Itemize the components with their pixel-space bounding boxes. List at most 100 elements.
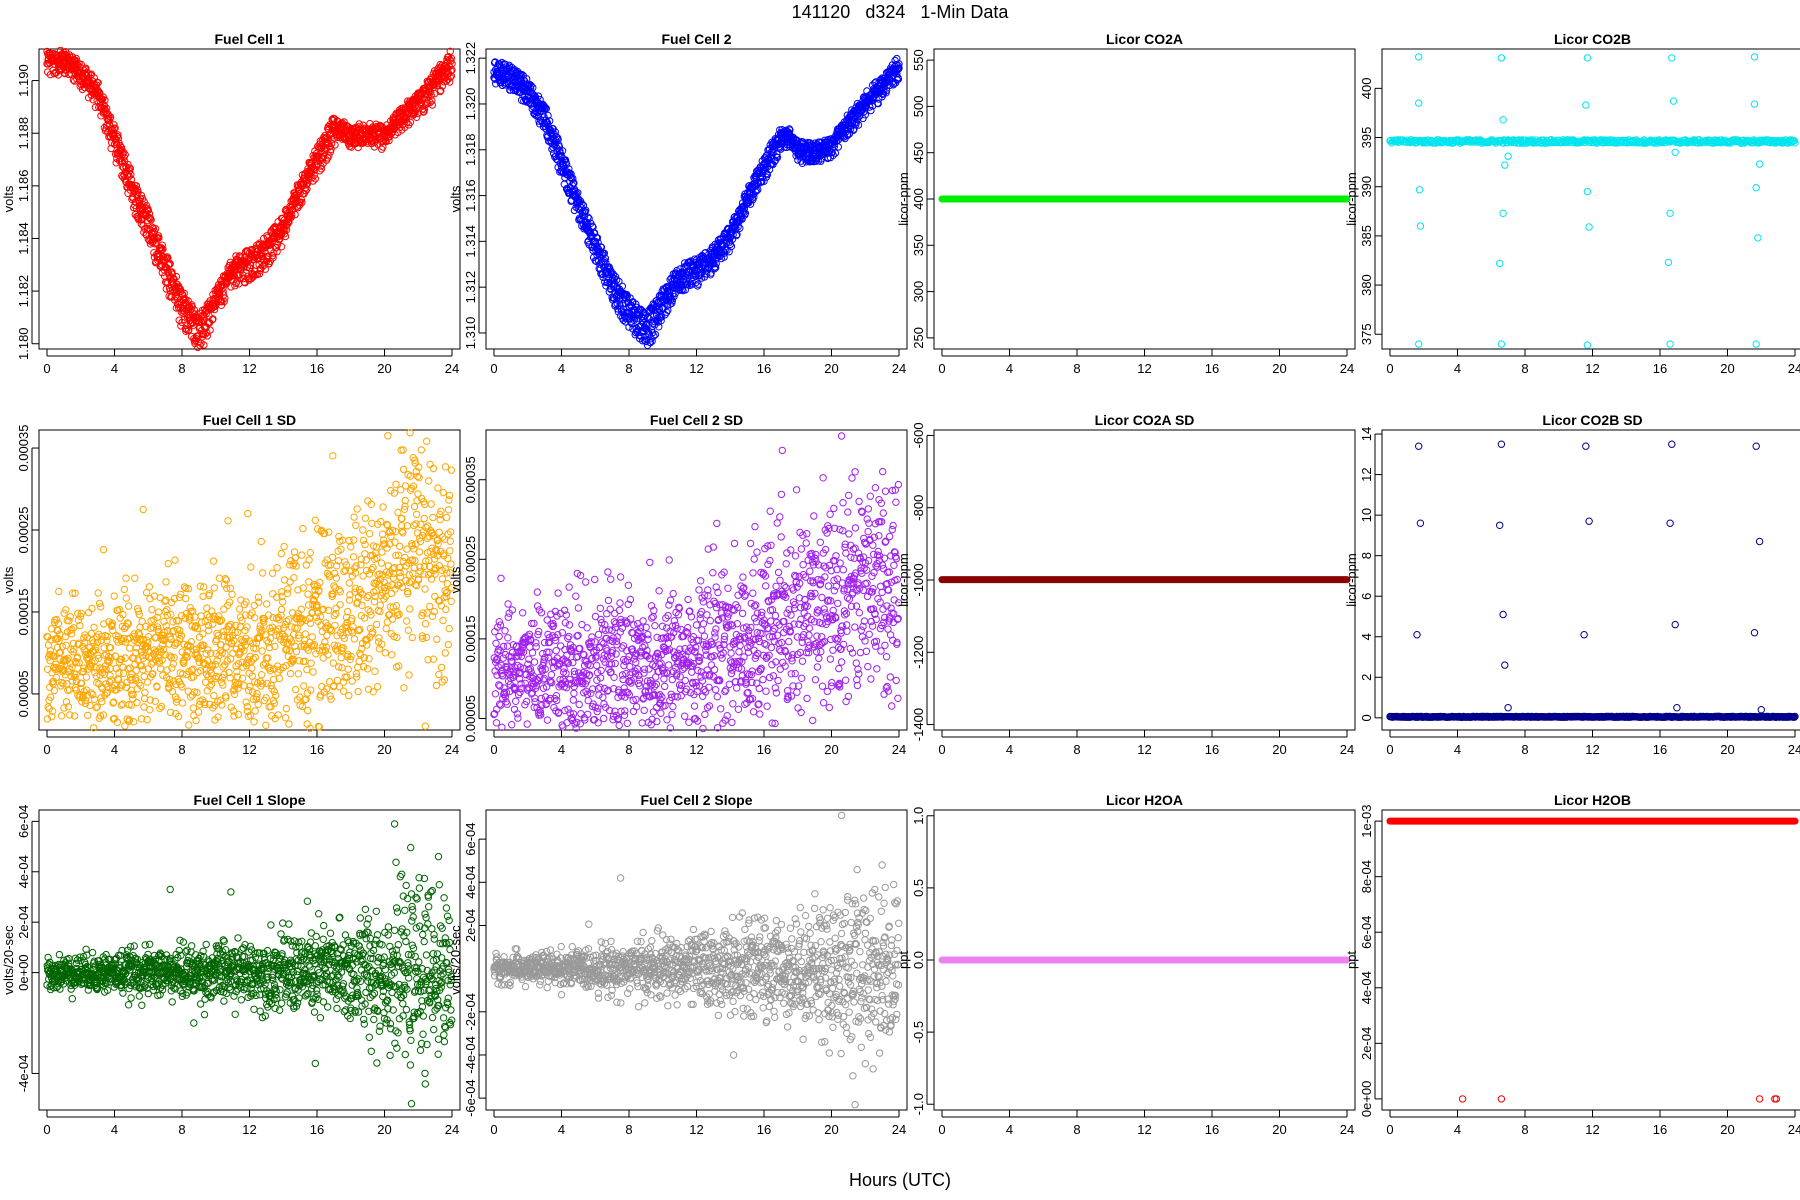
data-point	[262, 721, 270, 729]
data-point	[1664, 258, 1673, 267]
data-point	[428, 97, 436, 105]
data-point	[445, 491, 454, 500]
data-point	[408, 633, 416, 642]
x-tick-label: 4	[1454, 361, 1461, 376]
data-point	[372, 620, 381, 629]
data-point	[178, 683, 186, 691]
data-point	[345, 579, 353, 587]
data-point	[312, 153, 320, 162]
data-point	[292, 194, 300, 203]
data-point	[426, 98, 434, 107]
data-point	[146, 706, 154, 714]
data-point	[210, 584, 219, 592]
data-point	[124, 602, 133, 610]
data-point	[185, 326, 193, 334]
data-point	[1668, 54, 1676, 62]
x-tick-label: 20	[824, 361, 838, 376]
data-point	[1582, 101, 1590, 109]
data-point	[433, 635, 441, 643]
data-point	[270, 249, 278, 257]
data-point	[432, 681, 441, 690]
data-point	[329, 452, 337, 460]
data-point	[309, 177, 317, 185]
y-tick-label: 0.00035	[16, 425, 31, 472]
data-point	[120, 585, 129, 594]
data-point	[184, 326, 192, 335]
data-point	[269, 590, 277, 598]
data-point	[82, 673, 91, 681]
data-point	[304, 590, 312, 598]
data-point	[172, 272, 181, 281]
data-point	[277, 243, 286, 251]
x-tick-label: 24	[892, 742, 906, 757]
data-point	[158, 246, 166, 254]
data-point	[156, 704, 164, 712]
x-tick-label: 4	[111, 361, 118, 376]
data-point	[381, 649, 389, 657]
data-point	[340, 567, 348, 576]
data-point	[257, 671, 266, 679]
data-point	[406, 605, 414, 613]
x-tick-label: 20	[377, 361, 391, 376]
y-tick-label: 1.180	[16, 327, 31, 360]
data-point	[250, 601, 259, 610]
data-point	[1415, 186, 1424, 194]
data-point	[202, 310, 210, 318]
y-tick-label: 1.182	[16, 275, 31, 308]
data-point	[394, 508, 402, 517]
panel-title: Licor CO2B	[1554, 31, 1631, 47]
plot-frame	[1381, 48, 1800, 350]
data-point	[190, 306, 199, 314]
data-point	[313, 157, 321, 165]
data-point	[180, 583, 189, 591]
data-point	[129, 718, 138, 726]
data-point	[114, 134, 123, 143]
data-point	[88, 604, 96, 613]
data-point	[423, 98, 431, 106]
data-point	[169, 660, 178, 668]
data-point	[1499, 116, 1507, 124]
data-point	[417, 446, 425, 454]
data-point	[222, 278, 231, 287]
data-point	[655, 323, 663, 331]
data-point	[373, 682, 382, 691]
data-point	[344, 607, 352, 616]
data-point	[375, 634, 383, 642]
x-tick-label: 16	[310, 361, 324, 376]
data-point	[102, 104, 111, 113]
data-point	[308, 163, 317, 171]
data-point	[171, 556, 179, 564]
data-point	[422, 633, 431, 642]
data-point	[247, 563, 255, 571]
y-tick-label: 1.184	[16, 222, 31, 255]
x-tick-label: 12	[689, 742, 703, 757]
x-tick-label: 12	[242, 361, 256, 376]
data-point	[376, 601, 384, 609]
data-point	[226, 273, 234, 282]
data-point	[122, 574, 130, 582]
x-tick-label: 24	[445, 742, 459, 757]
data-point	[330, 611, 338, 620]
data-point	[420, 514, 428, 523]
data-point	[442, 77, 451, 85]
data-points	[1386, 53, 1799, 349]
x-tick-label: 24	[892, 361, 906, 376]
x-tick-label: 12	[1137, 361, 1151, 376]
data-point	[387, 589, 396, 598]
data-point	[133, 698, 141, 707]
data-point	[57, 712, 66, 720]
data-point	[151, 225, 160, 233]
data-point	[286, 578, 294, 586]
data-point	[395, 662, 403, 670]
y-tick-label: 375	[1359, 323, 1374, 345]
data-point	[99, 545, 108, 554]
y-tick-label: 1.316	[463, 179, 478, 212]
data-point	[1750, 53, 1759, 61]
data-point	[437, 86, 445, 95]
data-point	[114, 131, 122, 139]
data-point	[206, 326, 214, 334]
data-point	[363, 665, 372, 673]
data-point	[158, 241, 167, 249]
data-point	[442, 605, 450, 614]
